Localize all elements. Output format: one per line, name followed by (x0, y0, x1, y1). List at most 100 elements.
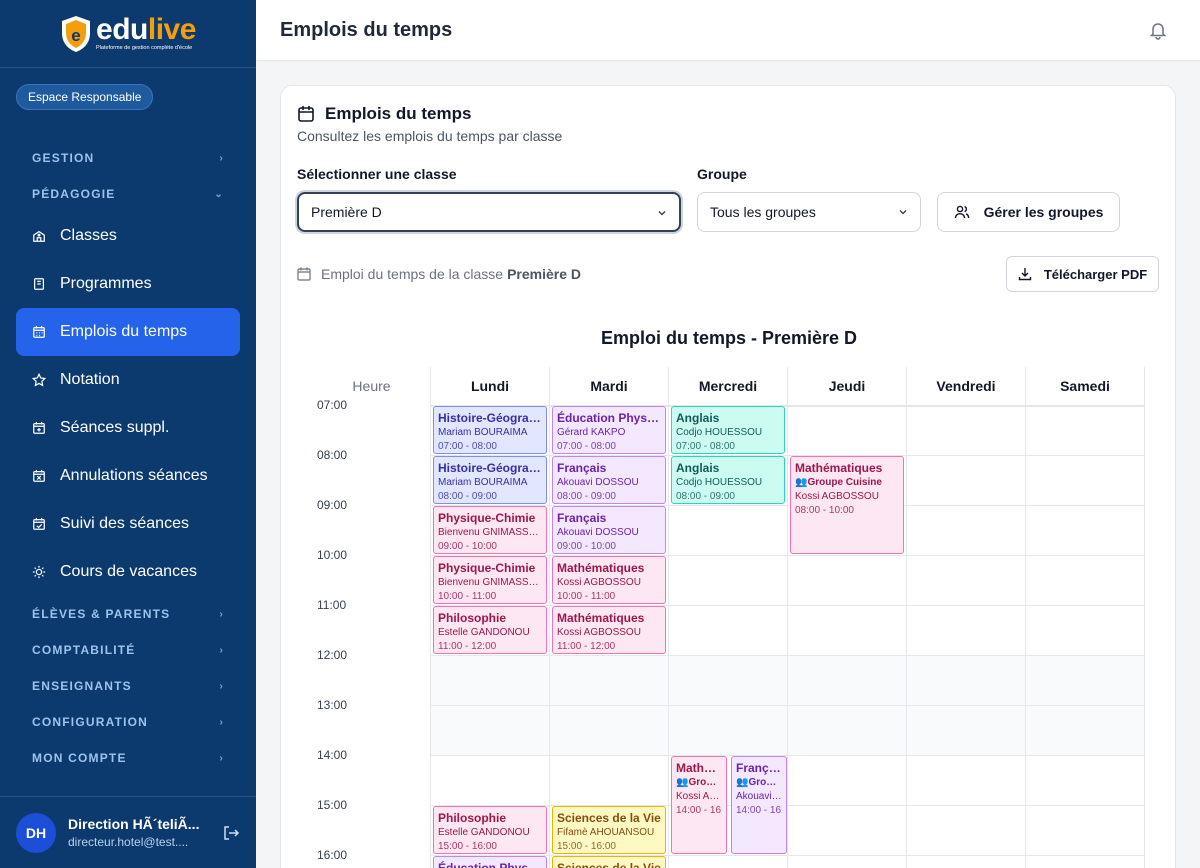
timetable-event[interactable]: Physique-Chimie Bienvenu GNIMASSOU 09:00 -… (433, 506, 547, 554)
bell-icon[interactable] (1148, 20, 1168, 40)
chevron-right-icon: › (219, 152, 224, 164)
calendar-check-icon (32, 517, 46, 531)
grid-row-line (431, 805, 1145, 806)
event-subject: Philosophie (438, 811, 507, 825)
event-subject: Mathématiques (676, 761, 722, 775)
timetable-event[interactable]: Français Akouavi DOSSOU 08:00 - 09:00 (552, 456, 666, 504)
nav-section-pedagogie[interactable]: PÉDAGOGIE ⌄ (32, 187, 224, 201)
timetable-event[interactable]: Mathématiques 👥Groupe Cuisine Kossi AGBOSS… (671, 756, 727, 854)
timetable-event[interactable]: Physique-Chimie Bienvenu GNIMASSOU 10:00 -… (433, 556, 547, 604)
brand-word-edu: edu (96, 13, 148, 46)
event-time: 11:00 - 12:00 (557, 641, 616, 652)
chevron-right-icon: › (219, 752, 224, 764)
sidebar-item-suivi-des-seances[interactable]: Suivi des séances (16, 500, 240, 548)
event-time: 08:00 - 09:00 (557, 491, 616, 502)
event-time: 11:00 - 12:00 (438, 641, 497, 652)
logo[interactable]: e edulive Plateforme de gestion complète… (0, 0, 256, 68)
timetable-event[interactable]: Sciences de la Vie (552, 856, 666, 868)
hour-label: 09:00 (317, 498, 348, 512)
chevron-down-icon (658, 211, 666, 216)
user-bar: DH Direction HÃ´teliÃ... directeur.hotel… (0, 796, 256, 868)
nav-section-comptabilite[interactable]: COMPTABILITÉ › (32, 643, 224, 657)
top-bar: Emplois du temps (256, 0, 1200, 61)
timetable-event[interactable]: Mathématiques 👥Groupe Cuisine Kossi AGBOSS… (790, 456, 904, 554)
day-header-samedi: Samedi (1026, 367, 1145, 405)
brand-tagline: Plateforme de gestion complète d'école (96, 45, 193, 51)
event-subject: Physique-Chimie (438, 511, 536, 525)
event-teacher: Bienvenu GNIMASSOU (438, 527, 542, 538)
calendar-x-icon (32, 469, 46, 483)
event-subject: Mathématiques (557, 611, 645, 625)
hour-label: 12:00 (317, 648, 348, 662)
sidebar-item-seances-suppl[interactable]: Séances suppl. (16, 404, 240, 452)
grid-column-line (1144, 367, 1145, 868)
sidebar-item-cours-de-vacances[interactable]: Cours de vacances (16, 548, 240, 596)
event-teacher: Kossi AGBOSSOU (676, 791, 722, 802)
timetable-event[interactable]: Mathématiques Kossi AGBOSSOU 11:00 - 12:00 (552, 606, 666, 654)
grid-column-line (668, 367, 669, 868)
group-select[interactable]: Tous les groupes (697, 192, 921, 232)
timetable-event[interactable]: Philosophie Estelle GANDONOU 15:00 - 16:00 (433, 806, 547, 854)
sidebar-item-annulations-seances[interactable]: Annulations séances (16, 452, 240, 500)
group-select-value: Tous les groupes (710, 204, 816, 220)
timetable-event[interactable]: Anglais Codjo HOUESSOU 07:00 - 08:00 (671, 406, 785, 454)
event-time: 09:00 - 10:00 (557, 541, 616, 552)
avatar[interactable]: DH (16, 812, 56, 853)
timetable-grid: Heure Lundi Mardi Mercredi Jeudi Vendredi Same… (313, 367, 1145, 868)
card-title: Emplois du temps (325, 104, 472, 123)
chevron-right-icon: › (219, 716, 224, 728)
nav-section-enseignants[interactable]: ENSEIGNANTS › (32, 679, 224, 693)
hour-label: 13:00 (317, 698, 348, 712)
download-pdf-label: Télécharger PDF (1043, 266, 1148, 282)
timetable-event[interactable]: Anglais Codjo HOUESSOU 08:00 - 09:00 (671, 456, 785, 504)
event-time: 08:00 - 09:00 (438, 491, 497, 502)
event-teacher: Akouavi DOSSOU (557, 527, 639, 538)
event-time: 09:00 - 10:00 (438, 541, 497, 552)
timetable-card: Emplois du temps Consultez les emplois d… (280, 85, 1176, 868)
class-select[interactable]: Première D (297, 192, 681, 232)
sidebar: e edulive Plateforme de gestion complète… (0, 0, 256, 868)
event-time: 07:00 - 08:00 (438, 441, 497, 452)
timetable-event[interactable]: Mathématiques Kossi AGBOSSOU 10:00 - 11:00 (552, 556, 666, 604)
nav-section-mon-compte[interactable]: MON COMPTE › (32, 751, 224, 765)
event-teacher: Fifamè AHOUANSOU (557, 827, 655, 838)
event-time: 14:00 - 16:00 (676, 805, 722, 816)
timetable-event[interactable]: Français 👥Groupe Cuisine Akouavi DOSSOU 14:… (731, 756, 787, 854)
timetable-event[interactable]: Éducation Physique Gérard KAKPO 07:00 - 08… (552, 406, 666, 454)
timetable-event[interactable]: Histoire-Géographie Mariam BOURAIMA 08:00 … (433, 456, 547, 504)
event-teacher: Mariam BOURAIMA (438, 477, 528, 488)
users-icon (954, 205, 969, 219)
sidebar-item-emplois-du-temps[interactable]: Emplois du temps (16, 308, 240, 356)
nav-section-eleves-parents[interactable]: ÉLÈVES & PARENTS › (32, 607, 224, 621)
sidebar-item-notation[interactable]: Notation (16, 356, 240, 404)
page-title: Emplois du temps (280, 18, 453, 41)
timetable-event[interactable]: Éducation Physique (433, 856, 547, 868)
chevron-down-icon: ⌄ (214, 188, 224, 200)
sidebar-item-programmes[interactable]: Programmes (16, 260, 240, 308)
timetable-event[interactable]: Sciences de la Vie Fifamè AHOUANSOU 15:00 … (552, 806, 666, 854)
nav-section-gestion[interactable]: GESTION › (32, 151, 224, 165)
chevron-down-icon (899, 210, 907, 215)
class-select-label: Sélectionner une classe (297, 166, 457, 182)
event-teacher: Akouavi DOSSOU (557, 477, 639, 488)
logout-icon[interactable] (222, 824, 240, 842)
timetable-event[interactable]: Français Akouavi DOSSOU 09:00 - 10:00 (552, 506, 666, 554)
event-time: 08:00 - 09:00 (676, 491, 735, 502)
space-badge[interactable]: Espace Responsable (16, 84, 154, 110)
sidebar-item-classes[interactable]: Classes (16, 212, 240, 260)
event-teacher: Kossi AGBOSSOU (557, 577, 641, 588)
timetable-event[interactable]: Histoire-Géographie Mariam BOURAIMA 07:00 … (433, 406, 547, 454)
event-teacher: Mariam BOURAIMA (438, 427, 528, 438)
sun-icon (32, 565, 46, 579)
event-subject: Français (557, 461, 607, 475)
hour-label: 16:00 (317, 848, 348, 862)
manage-groups-button[interactable]: Gérer les groupes (937, 192, 1120, 232)
grid-row-line (431, 505, 1145, 506)
nav-section-configuration[interactable]: CONFIGURATION › (32, 715, 224, 729)
sidebar-item-label: Cours de vacances (60, 563, 197, 580)
timetable-event[interactable]: Philosophie Estelle GANDONOU 11:00 - 12:00 (433, 606, 547, 654)
event-teacher: Estelle GANDONOU (438, 827, 530, 838)
sidebar-item-label: Programmes (60, 275, 152, 292)
download-pdf-button[interactable]: Télécharger PDF (1006, 256, 1159, 292)
school-icon (32, 229, 46, 243)
